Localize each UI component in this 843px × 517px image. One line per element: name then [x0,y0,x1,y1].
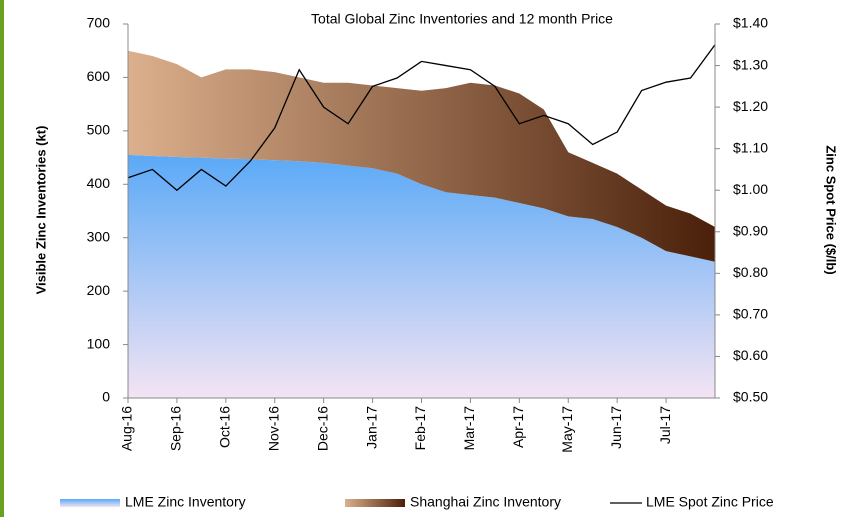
x-tick-label: Mar-17 [461,406,477,451]
x-tick-label: Oct-16 [217,406,233,448]
y2-tick-label: $0.70 [733,306,768,322]
y2-tick-label: $0.60 [733,347,768,363]
y2-tick-label: $0.50 [733,389,768,405]
x-tick-label: May-17 [559,406,575,453]
y-tick-label: 500 [87,122,111,138]
y-tick-label: 700 [87,15,111,31]
y2-axis-title: Zinc Spot Price ($/lb) [824,145,839,274]
y-tick-label: 0 [102,389,110,405]
y2-tick-label: $1.30 [733,56,768,72]
y-axis-title: Visible Zinc Inventories (kt) [33,126,48,295]
legend-label: LME Spot Zinc Price [646,494,774,510]
x-tick-label: Feb-17 [412,406,428,451]
y-tick-label: 100 [87,335,111,351]
legend-label: LME Zinc Inventory [125,494,246,510]
y2-tick-label: $0.90 [733,222,768,238]
line [127,44,716,192]
chart-title: Total Global Zinc Inventories and 12 mon… [311,11,613,27]
plot-area [127,44,716,398]
y-tick-label: 200 [87,282,111,298]
x-tick-label: Jul-17 [657,406,673,444]
left-border [0,0,4,517]
x-tick-label: Dec-16 [314,406,330,451]
x-tick-label: Aug-16 [119,406,135,451]
area [128,50,715,262]
x-tick-label: Nov-16 [265,406,281,451]
y-tick-label: 300 [87,228,111,244]
x-tick-label: Jan-17 [363,406,379,449]
legend-label: Shanghai Zinc Inventory [410,494,561,510]
y2-tick-label: $1.20 [733,98,768,114]
y-tick-label: 600 [87,68,111,84]
legend-swatch [60,499,120,507]
y2-tick-label: $1.10 [733,139,768,155]
y2-tick-label: $0.80 [733,264,768,280]
legend-swatch [345,499,405,507]
x-tick-label: Sep-16 [168,406,184,451]
x-tick-label: Apr-17 [510,406,526,448]
y2-tick-label: $1.00 [733,181,768,197]
area [128,154,715,398]
y-tick-label: 400 [87,175,111,191]
y2-tick-label: $1.40 [733,15,768,31]
x-tick-label: Jun-17 [608,406,624,449]
